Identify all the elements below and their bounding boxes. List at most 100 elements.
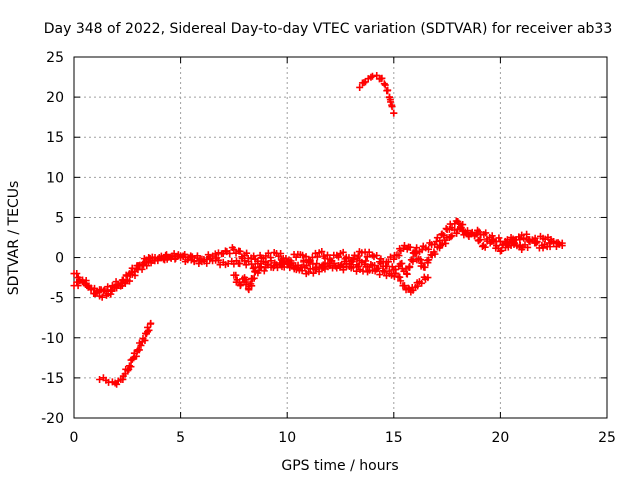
- data-point: [376, 271, 384, 279]
- data-point: [250, 274, 258, 282]
- data-point: [141, 336, 149, 344]
- data-point: [131, 271, 139, 279]
- data-point: [431, 250, 439, 258]
- data-point: [442, 239, 450, 247]
- data-point: [455, 219, 463, 227]
- data-point: [211, 250, 219, 258]
- data-point: [232, 271, 240, 279]
- data-point: [510, 240, 518, 248]
- data-point: [558, 239, 566, 247]
- data-point: [323, 251, 331, 259]
- x-tick-label: 0: [70, 430, 79, 446]
- data-point: [338, 260, 346, 268]
- data-point: [299, 251, 307, 259]
- plot-frame: [73, 56, 608, 419]
- data-point: [418, 279, 426, 287]
- data-point: [312, 264, 320, 272]
- data-point: [126, 277, 134, 285]
- y-tick-label: 15: [46, 130, 64, 146]
- data-point: [403, 270, 411, 278]
- data-points: [70, 71, 566, 388]
- data-point: [354, 252, 362, 260]
- data-point: [400, 282, 408, 290]
- data-point: [448, 224, 456, 232]
- data-point: [248, 282, 256, 290]
- data-point: [193, 252, 201, 260]
- data-point: [313, 253, 321, 261]
- data-point: [367, 73, 375, 81]
- data-point: [406, 243, 414, 251]
- data-point: [421, 263, 429, 271]
- data-point: [236, 260, 244, 268]
- data-point: [204, 251, 212, 259]
- data-point: [82, 277, 90, 285]
- y-tick-label: 0: [55, 251, 64, 267]
- data-point: [315, 268, 323, 276]
- data-point: [381, 81, 389, 89]
- data-point: [417, 256, 425, 264]
- data-point: [378, 74, 386, 82]
- data-point: [330, 259, 338, 267]
- data-point: [253, 257, 261, 265]
- data-point: [362, 257, 370, 265]
- data-point: [380, 80, 388, 88]
- data-point: [309, 269, 317, 277]
- data-point: [318, 248, 326, 256]
- data-point: [395, 252, 403, 260]
- chart-title: Day 348 of 2022, Sidereal Day-to-day VTE…: [44, 21, 613, 37]
- data-point: [413, 244, 421, 252]
- data-point: [384, 258, 392, 266]
- data-point: [267, 254, 275, 262]
- data-point: [147, 259, 155, 267]
- data-point: [339, 248, 347, 256]
- data-point: [321, 265, 329, 273]
- x-tick-label: 20: [491, 430, 509, 446]
- data-point: [516, 236, 524, 244]
- data-point: [400, 242, 408, 250]
- data-point: [147, 319, 155, 327]
- data-point: [471, 232, 479, 240]
- data-point: [425, 256, 433, 264]
- data-point: [73, 270, 81, 278]
- data-point: [424, 274, 432, 282]
- data-point: [384, 86, 392, 94]
- data-point: [348, 258, 356, 266]
- x-tick-label: 25: [598, 430, 616, 446]
- y-axis-label: SDTVAR / TECUs: [6, 181, 22, 296]
- data-point: [532, 239, 540, 247]
- data-point: [481, 243, 489, 251]
- data-point: [100, 286, 108, 294]
- data-point: [143, 262, 151, 270]
- data-point: [531, 234, 539, 242]
- data-point: [137, 341, 145, 349]
- data-point: [294, 261, 302, 269]
- data-point: [157, 252, 165, 260]
- y-tick-label: 5: [55, 210, 64, 226]
- data-point: [390, 255, 398, 263]
- data-point: [436, 237, 444, 245]
- data-point: [213, 254, 221, 262]
- data-point: [533, 238, 541, 246]
- data-point: [181, 250, 189, 258]
- data-point: [277, 250, 285, 258]
- data-point: [121, 280, 129, 288]
- data-point: [520, 234, 528, 242]
- data-point: [447, 233, 455, 241]
- data-point: [397, 277, 405, 285]
- data-point: [188, 253, 196, 261]
- data-point: [555, 240, 563, 248]
- data-point: [248, 260, 256, 268]
- data-point: [128, 355, 136, 363]
- data-point: [124, 367, 132, 375]
- x-tick-label: 10: [278, 430, 296, 446]
- data-point: [523, 230, 531, 238]
- data-point: [392, 269, 400, 277]
- data-point: [524, 243, 532, 251]
- data-point: [127, 363, 135, 371]
- data-point: [418, 259, 426, 267]
- data-point: [301, 264, 309, 272]
- data-point: [170, 250, 178, 258]
- data-point: [279, 259, 287, 267]
- data-point: [448, 232, 456, 240]
